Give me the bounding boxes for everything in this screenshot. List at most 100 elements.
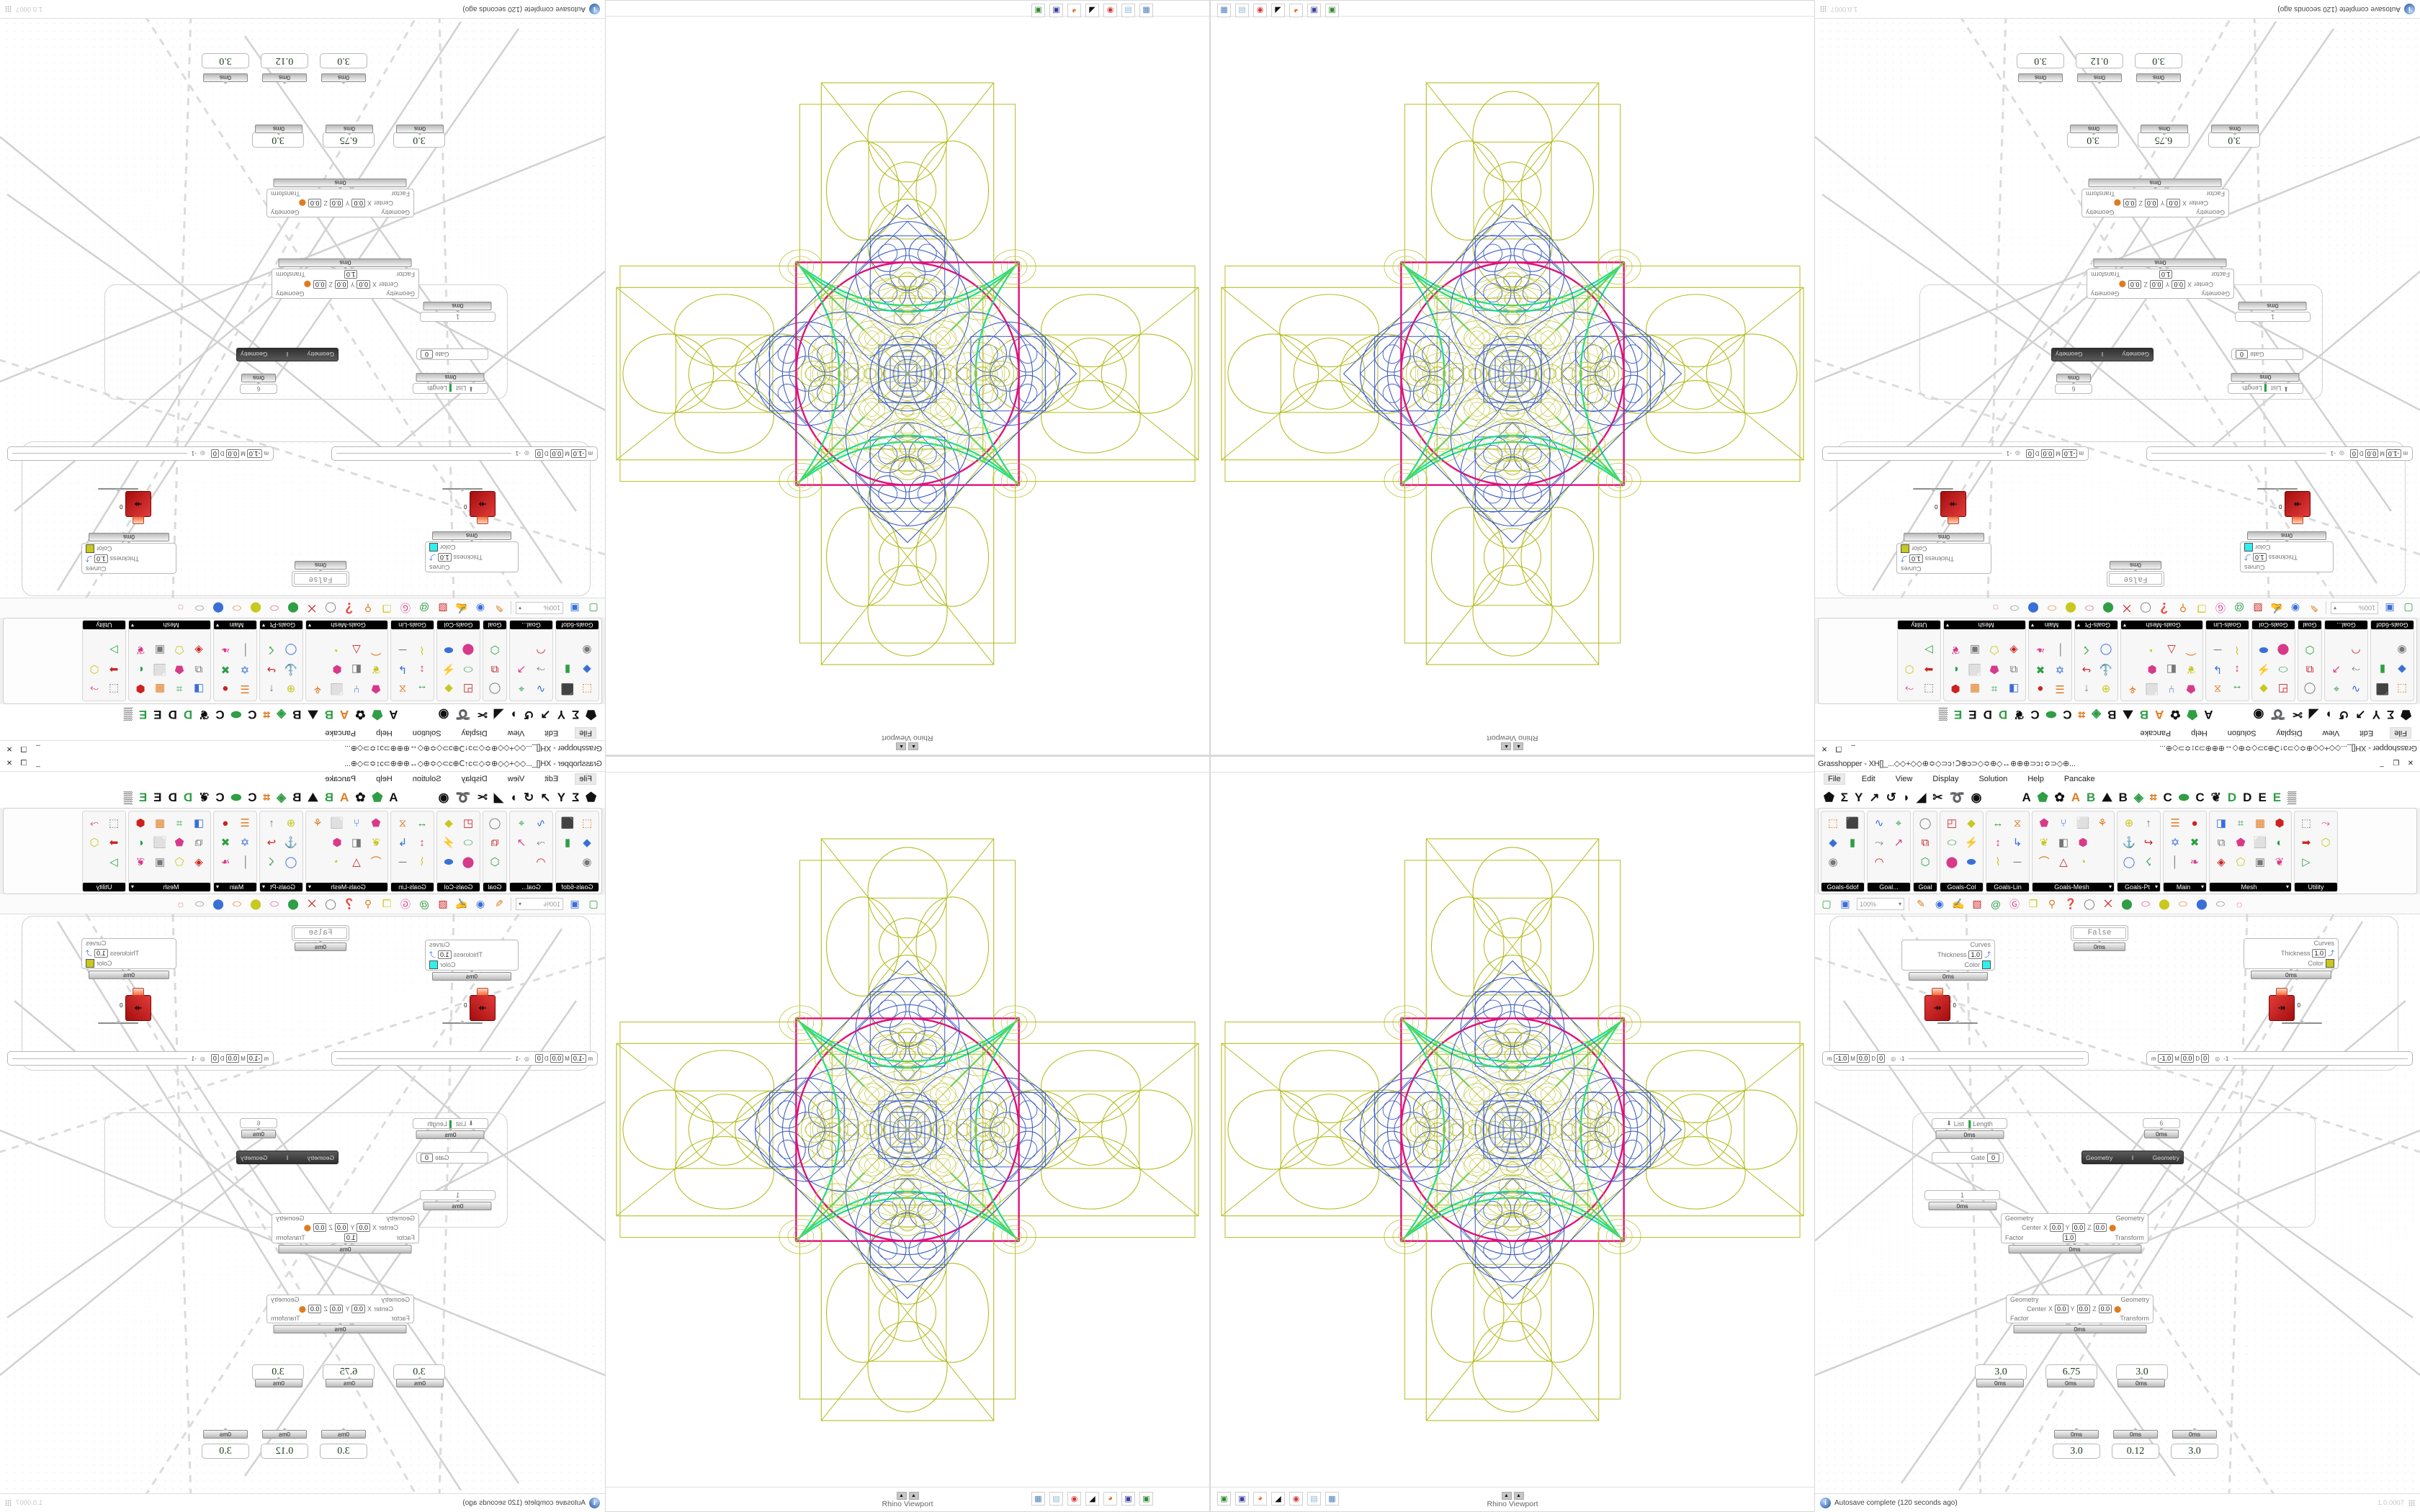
number-top-c-value[interactable]: 3.0: [2188, 1445, 2201, 1457]
ribbon-icon[interactable]: ↕: [419, 663, 425, 676]
tab-b2-icon[interactable]: B: [292, 708, 302, 722]
preview-color-row[interactable]: Color: [2244, 958, 2338, 968]
maths-icon[interactable]: Σ: [572, 708, 580, 722]
slider-min[interactable]: -1.0: [246, 449, 263, 458]
ribbon-panel-utility[interactable]: ⬚ ➡ ▷ ⤳ ⬡ Utility: [1897, 620, 1941, 701]
one-row[interactable]: 1: [421, 1191, 495, 1200]
grasshopper-window-bottom-left[interactable]: Grasshopper - XH[]_...◇◇+◇◇⊕≎◇⊃ↄ↑Ↄ⊕ↄ⊃◇≎⊕…: [0, 756, 605, 1512]
ribbon-icon[interactable]: ➡: [2301, 836, 2311, 849]
menu-item-view[interactable]: View: [507, 775, 525, 783]
sphere-white-icon[interactable]: ⬭: [270, 603, 279, 614]
toggle-value[interactable]: False: [308, 929, 333, 937]
preview-thickness-row[interactable]: Thickness 1.0 ⤴: [2244, 948, 2338, 958]
preview-icon[interactable]: ◉: [2290, 603, 2300, 614]
menu-item-view[interactable]: View: [1895, 775, 1913, 783]
preview-icon[interactable]: ◉: [475, 603, 485, 614]
gha-icon[interactable]: Ⓖ: [2009, 898, 2020, 910]
canvas-toolbar[interactable]: ▢ ▣ 100% ✎ ◉ ✍ ▧ @ Ⓖ ❐ ⚲ ❓ ◯ ⨉ ⬤ ⬭ ⬤ ⬭ ⬤ ⬭ ◌: [1815, 598, 2420, 618]
number-param-top-a[interactable]: 3.0: [2053, 1444, 2100, 1459]
resize-grip[interactable]: [5, 1500, 12, 1506]
search-icon[interactable]: ⚲: [2048, 898, 2056, 909]
params-icon[interactable]: ⬟: [586, 708, 596, 722]
color-swatch[interactable]: [429, 960, 438, 969]
ribbon-icon[interactable]: ⬡: [89, 836, 99, 849]
tab-e2-icon[interactable]: E: [2272, 790, 2282, 804]
close-button[interactable]: ✕: [2407, 760, 2414, 768]
tab-ellipse-icon[interactable]: ⬬: [230, 708, 242, 722]
vector-icon[interactable]: ↗: [540, 708, 551, 722]
ribbon-icon[interactable]: ⬢: [332, 663, 342, 676]
ribbon-icon[interactable]: ⬟: [2236, 836, 2246, 849]
ribbon-panel-main[interactable]: ☰ ✡ │ ● ✖ ❧ Main ▾: [213, 620, 257, 701]
minimize-button[interactable]: _: [2380, 760, 2384, 768]
ribbon-panel-label[interactable]: Goal: [2298, 621, 2321, 629]
tab-ellipse-icon[interactable]: ⬬: [230, 790, 242, 804]
canvas-toolbar[interactable]: ▢ ▣ 100% ✎ ◉ ✍ ▧ @ Ⓖ ❐ ⚲ ❓ ◯ ⨉ ⬤ ⬭ ⬤ ⬭ ⬤ ⬭ ◌: [0, 894, 605, 914]
thickness-value[interactable]: 1.0: [1909, 554, 1923, 564]
ribbon-icon[interactable]: ▦: [1969, 683, 1981, 696]
new-file-icon[interactable]: ▢: [2403, 603, 2414, 614]
transform-icon[interactable]: ➰: [1949, 790, 1965, 804]
menu-item-pancake[interactable]: Pancake: [2140, 729, 2172, 737]
tab-a2-icon[interactable]: A: [2071, 790, 2081, 804]
scale-component-b[interactable]: Geometry Geometry Center X 0.0 Y 0.0 Z 0.0 ⬤ Fac…: [266, 1295, 414, 1333]
factor-value[interactable]: 1.0: [2159, 270, 2173, 279]
ribbon-icon[interactable]: △: [352, 644, 361, 657]
ribbon-panel-goals-mesh[interactable]: ⬟ ❦ ⌒ ⑂ ◧ △ ⬜ ⬢ ◔ ⚘ Goals-Mesh ▾: [2032, 811, 2115, 892]
ribbon-icon[interactable]: ⧖: [2013, 816, 2022, 829]
tab-matrix-icon[interactable]: ▒: [1938, 708, 1948, 722]
ribbon-panel-label[interactable]: Goals-Mesh ▾: [2121, 621, 2202, 629]
slider-min[interactable]: -1.0: [2061, 449, 2078, 458]
center-x[interactable]: 0.0: [2050, 1223, 2063, 1232]
tab-matrix-icon[interactable]: ▒: [123, 708, 133, 722]
ribbon-panel-goal-[interactable]: ∿ ⤳ ◠ ⌖ ↗ Goal...: [2324, 620, 2368, 701]
cull-component-left[interactable]: ↠ 0: [1924, 988, 1956, 1021]
tab-c-icon[interactable]: C: [2163, 790, 2172, 804]
center-y[interactable]: 0.0: [334, 1223, 349, 1232]
params-icon[interactable]: ⬟: [1824, 790, 1834, 804]
number-top-a-value[interactable]: 3.0: [2070, 1445, 2083, 1457]
ribbon-icon[interactable]: ↑: [269, 683, 274, 696]
viewport-footer[interactable]: ▲ ▲ Rhino Viewport: [1211, 731, 1814, 755]
dashed-circle-icon[interactable]: ◌: [1992, 602, 1999, 614]
help-icon[interactable]: ❓: [343, 603, 356, 614]
sphere-teal-icon[interactable]: ⬭: [2179, 898, 2187, 909]
tab-leaf-icon[interactable]: ⬟: [2187, 708, 2198, 722]
ribbon-panel-label[interactable]: Mesh ▾: [2210, 883, 2291, 891]
at-icon[interactable]: @: [418, 602, 430, 614]
menu-item-solution[interactable]: Solution: [412, 775, 442, 783]
preview-thickness-row[interactable]: Thickness 1.0 ⤴: [1897, 554, 1991, 564]
document-icon[interactable]: ❐: [2028, 898, 2038, 909]
ribbon-icon[interactable]: ⬢: [135, 683, 145, 696]
ribbon-panel-mesh[interactable]: ◨ ⧉ ◈ ⌗ ⬟ ⬠ ▦ ⬜ ▣ ⬢ ◐ ❦ Mesh ▾: [128, 620, 211, 701]
bulb-icon[interactable]: ◯: [2084, 898, 2095, 909]
ribbon-icon[interactable]: ⬜: [1968, 663, 1982, 676]
ribbon-panel-label[interactable]: Goals-Lin: [2206, 621, 2249, 629]
tab-e-icon[interactable]: E: [153, 708, 162, 722]
list-length-row[interactable]: ⬇ List ▐ Length: [1932, 1119, 2007, 1128]
tab-b-icon[interactable]: B: [324, 790, 333, 804]
ribbon-icon[interactable]: ❦: [2275, 855, 2285, 868]
factor-value[interactable]: 1.0: [2062, 1233, 2076, 1242]
number-top-c-value[interactable]: 3.0: [219, 55, 232, 67]
ribbon-panel-goals-6dof[interactable]: ⬚ ◆ ◉ ⬛ ▮ Goals-6dof: [555, 811, 599, 892]
cull-component-left[interactable]: ↠ 0: [2279, 491, 2311, 524]
ribbon-icon[interactable]: ●: [2191, 816, 2198, 829]
custom-preview-left[interactable]: Curves Thickness 1.0 ⤴ Color 0ms: [425, 940, 519, 981]
preview-thickness-row[interactable]: Thickness 1.0 ⤴: [426, 552, 518, 563]
ribbon-icon[interactable]: ⬭: [2278, 663, 2288, 676]
slider-dec[interactable]: 0: [534, 449, 543, 458]
grasshopper-window-top-left[interactable]: Grasshopper - XH[]_...◇◇+◇◇⊕≎◇⊃ↄ↑Ↄ⊕ↄ⊃◇≎⊕…: [0, 0, 605, 756]
tab-b-icon[interactable]: B: [324, 708, 333, 722]
grasshopper-window-bottom-right[interactable]: Grasshopper - XH[]_...◇◇+◇◇⊕≎◇⊃ↄ↑Ↄ⊕ↄ⊃◇≎⊕…: [1815, 756, 2420, 1512]
sphere-green-icon[interactable]: ⬤: [2196, 898, 2208, 909]
tab-d2-icon[interactable]: D: [168, 708, 177, 722]
ribbon-icon[interactable]: ⧉: [490, 663, 499, 676]
ribbon-panel-mesh[interactable]: ◨ ⧉ ◈ ⌗ ⬟ ⬠ ▦ ⬜ ▣ ⬢ ◐ ❦ Mesh ▾: [128, 811, 211, 892]
ribbon-icon[interactable]: ◯: [2303, 683, 2316, 696]
ribbon-icon[interactable]: ▣: [2254, 855, 2266, 868]
tab-matrix-icon[interactable]: ▒: [123, 790, 133, 804]
